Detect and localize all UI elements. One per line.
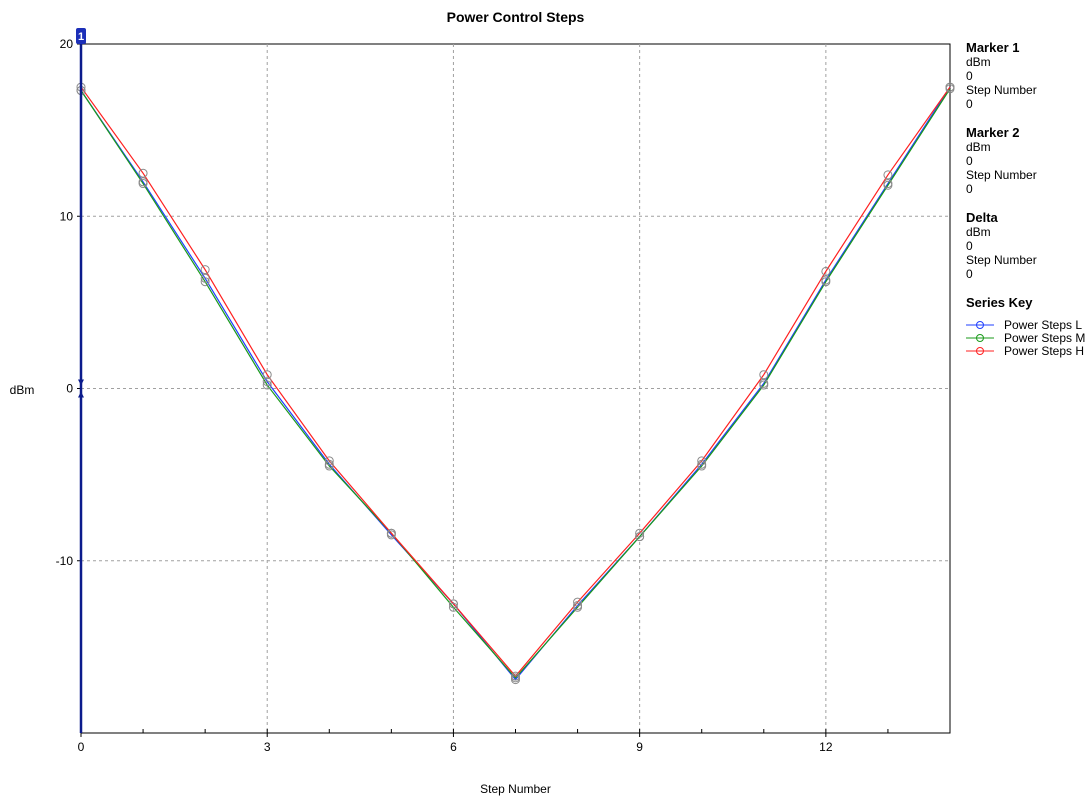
y-tick-label-0: 0 [66, 382, 73, 396]
marker-2-y-label: dBm [966, 140, 991, 154]
data-point-s1-3 [262, 380, 272, 390]
x-tick-label-3: 3 [264, 740, 271, 754]
data-point-s1-9 [635, 532, 645, 542]
data-point-s0-2 [200, 273, 210, 283]
marker-1-readout: Marker 1 dBm 0 Step Number 0 [966, 40, 1086, 111]
data-point-s2-11 [759, 370, 769, 380]
marker-2-x-label: Step Number [966, 168, 1037, 182]
marker-2-x-value: 0 [966, 182, 973, 196]
marker-cursor-arrow-down [78, 379, 84, 386]
data-point-s0-3 [262, 377, 272, 387]
legend-marker-power-steps-l [976, 320, 984, 329]
marker-badge-label: 1 [78, 31, 84, 43]
series-line-1 [80, 88, 951, 679]
x-tick-label-6: 6 [450, 740, 457, 754]
data-point-s2-4 [324, 456, 334, 466]
marker-cursor-arrow-up [78, 391, 84, 398]
legend-label-power-steps-h: Power Steps H [1004, 343, 1085, 358]
series-line-0 [80, 86, 951, 681]
y-tick-label--10: -10 [56, 554, 74, 568]
data-point-s1-12 [821, 277, 831, 287]
marker-2-readout: Marker 2 dBm 0 Step Number 0 [966, 125, 1086, 196]
data-point-s2-12 [821, 266, 831, 276]
marker-badge-icon [76, 28, 86, 44]
data-point-s2-14 [945, 82, 955, 92]
series-key-title: Series Key [966, 295, 1033, 310]
marker-1-x-label: Step Number [966, 83, 1037, 97]
x-tick-label-0: 0 [78, 740, 85, 754]
delta-x-label: Step Number [966, 253, 1037, 267]
legend-swatch-power-steps-h [966, 346, 994, 355]
x-axis-label: Step Number [480, 782, 551, 796]
data-point-s1-10 [697, 461, 707, 471]
data-point-s1-4 [324, 461, 334, 471]
marker-1-y-value: 0 [966, 69, 973, 83]
x-tick-label-9: 9 [636, 740, 643, 754]
data-point-s1-13 [883, 180, 893, 190]
side-panel: Marker 1 dBm 0 Step Number 0 Marker 2 dB… [966, 40, 1086, 358]
data-point-s2-10 [697, 456, 707, 466]
data-point-s1-8 [573, 602, 583, 612]
data-point-s2-9 [635, 528, 645, 538]
delta-title: Delta [966, 210, 998, 225]
marker-1-y-label: dBm [966, 55, 991, 69]
legend-swatch-power-steps-m [966, 333, 994, 342]
chart-title: Power Control Steps [447, 9, 585, 25]
legend-item-power-steps-l[interactable]: Power Steps L [966, 317, 1086, 332]
data-point-s1-2 [200, 277, 210, 287]
y-tick-label-10: 10 [60, 209, 74, 223]
x-tick-label-12: 12 [819, 740, 833, 754]
legend-marker-power-steps-h [976, 346, 984, 355]
data-point-s2-13 [883, 170, 893, 180]
marker-1-x-value: 0 [966, 97, 973, 111]
y-axis-label: dBm [10, 383, 35, 397]
delta-y-value: 0 [966, 239, 973, 253]
legend-item-power-steps-h[interactable]: Power Steps H [966, 343, 1086, 358]
delta-x-value: 0 [966, 267, 973, 281]
legend-label-power-steps-l: Power Steps L [1004, 317, 1083, 332]
series-line-2 [80, 86, 951, 678]
data-point-s2-6 [448, 599, 458, 609]
marker-2-y-value: 0 [966, 154, 973, 168]
delta-y-label: dBm [966, 225, 991, 239]
marker-1-title: Marker 1 [966, 40, 1020, 55]
data-point-s1-6 [448, 602, 458, 612]
data-point-s2-5 [386, 528, 396, 538]
legend-label-power-steps-m: Power Steps M [1004, 330, 1086, 345]
delta-readout: Delta dBm 0 Step Number 0 [966, 210, 1086, 281]
data-point-s2-3 [262, 370, 272, 380]
data-point-s2-2 [200, 265, 210, 275]
legend-marker-power-steps-m [976, 333, 984, 342]
data-point-s2-7 [511, 671, 520, 681]
marker-2-title: Marker 2 [966, 125, 1020, 140]
data-point-s1-1 [138, 179, 148, 189]
legend-swatch-power-steps-l [966, 320, 994, 329]
data-point-s1-11 [759, 380, 769, 390]
y-tick-label-20: 20 [60, 37, 74, 51]
legend-item-power-steps-m[interactable]: Power Steps M [966, 330, 1086, 345]
data-point-s2-1 [138, 168, 148, 178]
data-point-s2-8 [573, 597, 583, 607]
